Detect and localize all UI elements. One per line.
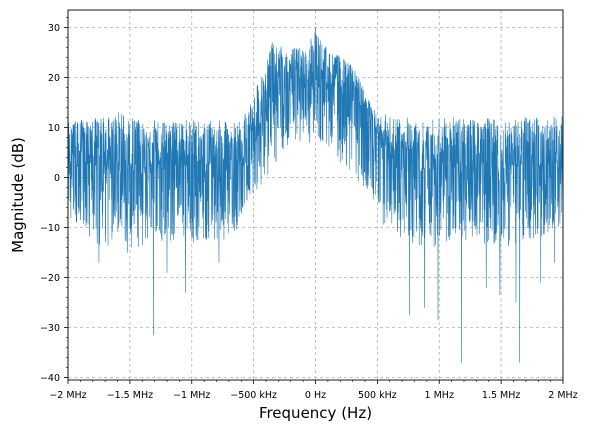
x-axis-ticks: −2 MHz −1.5 MHz −1 MHz −500 kHz 0 Hz 500 kHz 1… — [49, 380, 578, 401]
y-tick-label-0: 30 — [48, 23, 60, 34]
magnitude-series-line — [68, 27, 563, 363]
y-tick-label-1: 20 — [48, 73, 60, 84]
x-tick-label-4: 0 Hz — [305, 390, 326, 401]
y-tick-label-3: 0 — [54, 173, 60, 184]
y-axis-label: Magnitude (dB) — [9, 137, 27, 253]
plot-area — [68, 27, 563, 363]
y-tick-label-7: −40 — [40, 373, 60, 384]
y-tick-label-4: −10 — [40, 223, 60, 234]
y-axis-ticks: 30 20 10 0 −10 −20 −30 −40 — [40, 17, 68, 384]
x-tick-label-1: −1.5 MHz — [107, 390, 153, 401]
x-tick-label-0: −2 MHz — [49, 390, 86, 401]
x-tick-label-5: 500 kHz — [358, 390, 397, 401]
x-tick-label-3: −500 kHz — [230, 390, 277, 401]
x-tick-label-8: 2 MHz — [548, 390, 577, 401]
x-tick-label-6: 1 MHz — [425, 390, 454, 401]
x-tick-label-2: −1 MHz — [173, 390, 210, 401]
x-axis-label: Frequency (Hz) — [259, 404, 372, 422]
y-tick-label-5: −20 — [40, 273, 60, 284]
x-tick-label-7: 1.5 MHz — [482, 390, 520, 401]
y-tick-label-2: 10 — [48, 123, 60, 134]
y-tick-label-6: −30 — [40, 323, 60, 334]
